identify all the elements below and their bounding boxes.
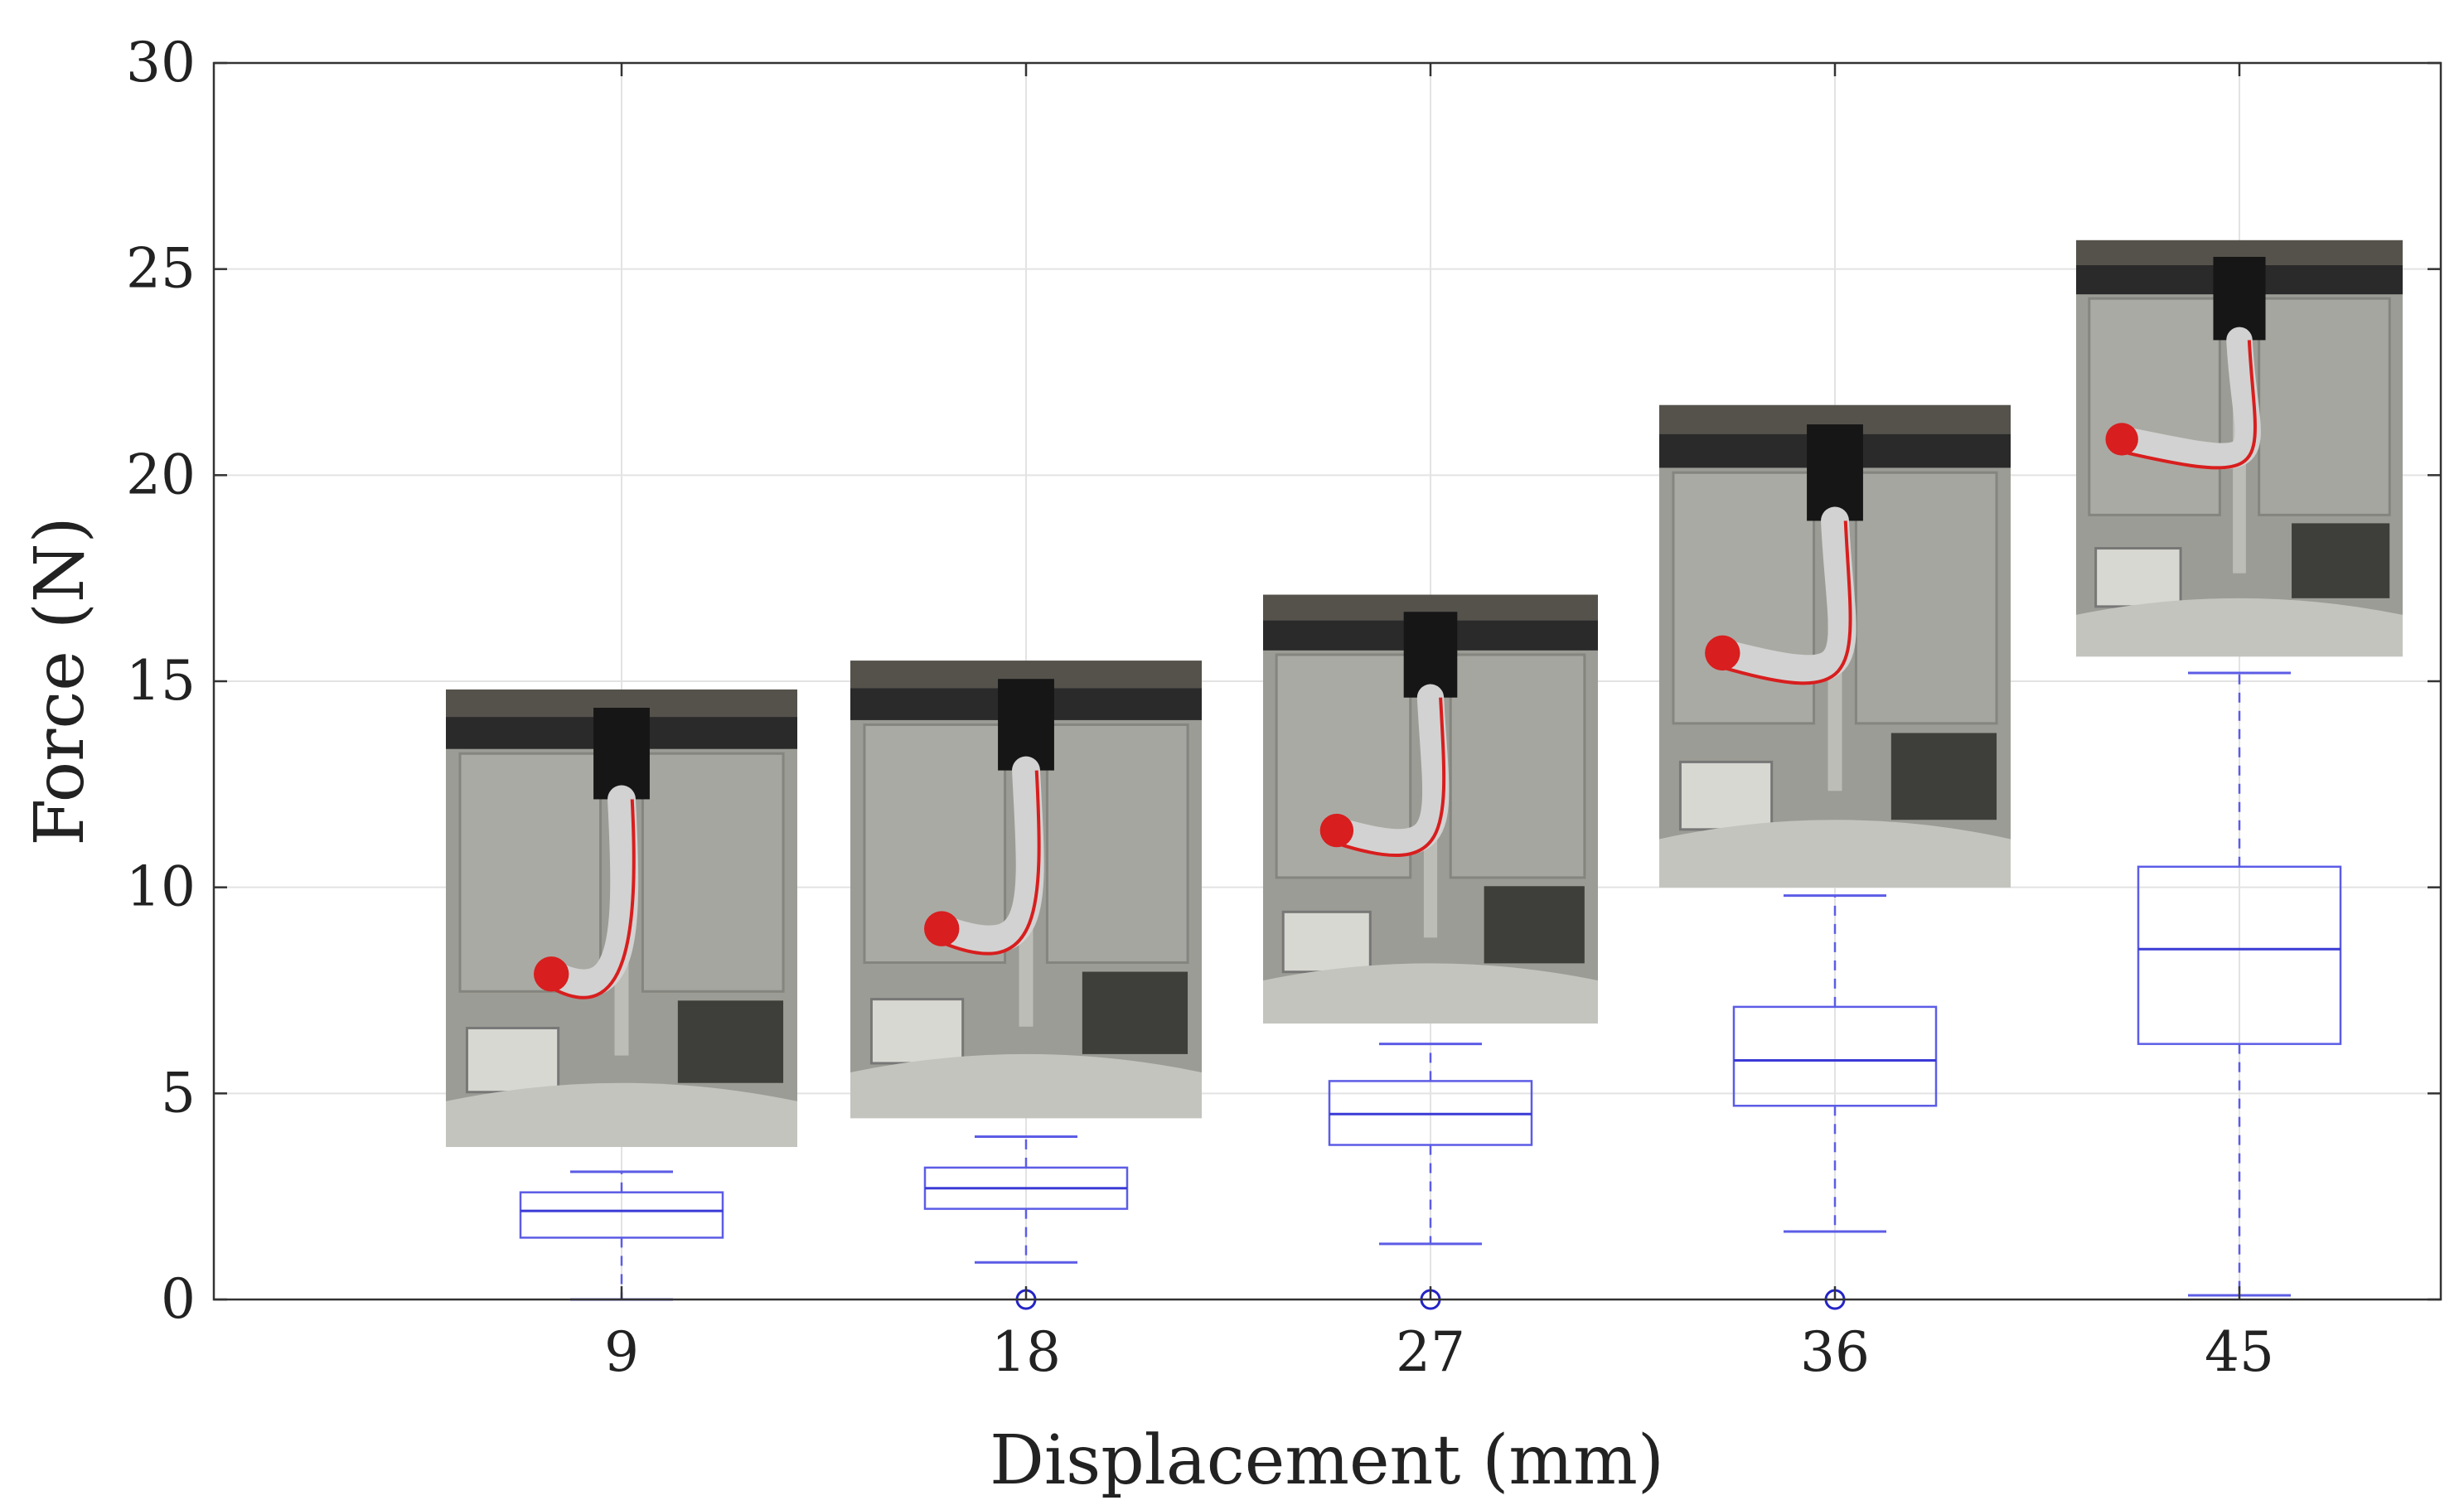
inset-photo-9 — [446, 689, 797, 1147]
photo-tendon — [1336, 697, 1446, 858]
y-tick-label: 10 — [126, 855, 196, 919]
photo-base — [1659, 820, 2011, 888]
x-tick-label: 27 — [1396, 1320, 1465, 1384]
iqr-box — [1732, 1005, 1938, 1107]
photo-fingertip — [1319, 813, 1354, 848]
photo-device — [1678, 760, 1774, 831]
photo-panel — [2258, 297, 2391, 516]
photo-finger — [537, 785, 639, 998]
photo-base — [850, 1053, 1202, 1119]
photo-mount — [2213, 256, 2266, 341]
photo-device — [465, 1026, 560, 1094]
photo-device — [1281, 910, 1372, 974]
photo-panel — [1449, 653, 1586, 879]
photo-fingertip — [2105, 423, 2138, 456]
x-tick-label: 9 — [604, 1320, 639, 1384]
x-tick-label: 36 — [1800, 1320, 1870, 1384]
iqr-box — [519, 1191, 724, 1239]
photo-fingertip — [1705, 635, 1740, 671]
y-tick-label: 0 — [161, 1267, 196, 1331]
inset-photo-36 — [1659, 404, 2011, 888]
photo-panel — [641, 752, 785, 993]
photo-mount — [593, 708, 650, 800]
y-tick-label: 15 — [126, 649, 196, 713]
photo-panel — [2088, 297, 2221, 516]
photo-finger — [2108, 327, 2261, 470]
photo-panel — [1672, 471, 1816, 725]
photo-tendon — [1721, 520, 1852, 685]
photo-screen — [1890, 733, 1997, 820]
photo-finger — [1708, 506, 1856, 684]
photo-screen — [677, 1000, 784, 1083]
photo-device — [869, 998, 965, 1065]
box-series — [519, 671, 2342, 1310]
iqr-box — [2137, 865, 2342, 1045]
photo-finger — [927, 756, 1044, 954]
x-axis-label: Displacement (mm) — [990, 1421, 1664, 1500]
inset-photo-18 — [850, 661, 1202, 1119]
inset-photos — [446, 240, 2403, 1147]
y-tick-label: 25 — [126, 237, 196, 301]
inset-photo-27 — [1263, 594, 1598, 1024]
photo-base — [1263, 963, 1598, 1024]
box-27 — [1328, 1043, 1533, 1310]
x-tick-label: 18 — [991, 1320, 1061, 1384]
photo-fingertip — [534, 956, 569, 992]
y-tick-label: 30 — [126, 31, 196, 94]
y-tick-label: 20 — [126, 443, 196, 506]
photo-device — [2094, 547, 2182, 608]
box-36 — [1732, 894, 1938, 1310]
photo-screen — [2292, 523, 2390, 598]
photo-mount — [998, 679, 1054, 771]
y-tick-label: 5 — [161, 1061, 196, 1125]
photo-panel — [1045, 723, 1189, 964]
inset-photo-45 — [2076, 240, 2403, 657]
photo-finger — [1323, 684, 1450, 856]
x-tick-label: 45 — [2205, 1320, 2274, 1384]
photo-screen — [1082, 971, 1188, 1054]
photo-panel — [458, 752, 603, 993]
photo-tendon — [2121, 340, 2257, 470]
photo-tendon — [550, 799, 636, 999]
axis-ticks: 0 5 10 15 20 25 30 9 18 27 36 45 — [126, 31, 2441, 1384]
photo-mount — [1403, 612, 1458, 698]
photo-base — [2076, 598, 2403, 657]
photo-mount — [1807, 424, 1863, 521]
photo-screen — [1484, 886, 1585, 964]
photo-fingertip — [924, 911, 960, 946]
photo-base — [446, 1082, 797, 1147]
y-axis-label: Force (N) — [21, 516, 99, 845]
photo-panel — [1854, 471, 1998, 725]
box-45 — [2137, 671, 2342, 1297]
box-18 — [923, 1135, 1129, 1310]
photo-tendon — [941, 770, 1041, 956]
